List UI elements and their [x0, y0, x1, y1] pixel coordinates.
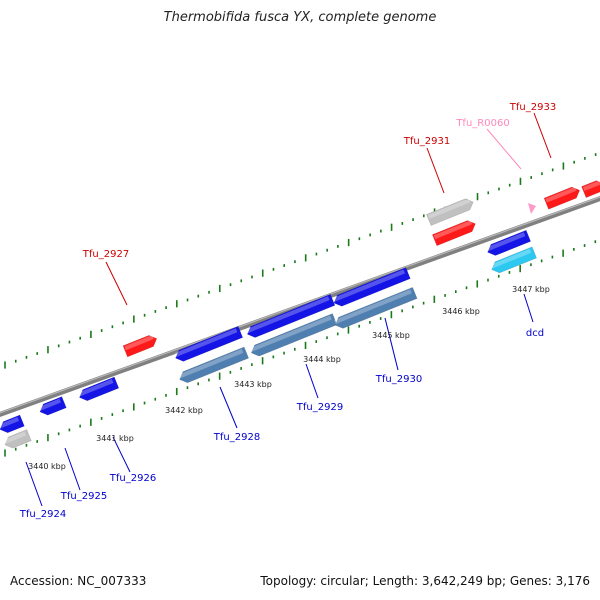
gene-label-dcd[interactable]: dcd [526, 328, 544, 339]
scale-label: 3445 kbp [372, 331, 410, 340]
gene-label-tfu-2930[interactable]: Tfu_2930 [375, 374, 422, 385]
cds-arrow-tfu-2925[interactable] [38, 396, 67, 418]
cds-arrow-tfu-2928a[interactable] [173, 325, 244, 363]
backbone-highlight [0, 196, 600, 414]
leader-tfu-2928 [219, 386, 238, 429]
leader-tfu-2926 [112, 436, 131, 473]
cds-arrow-tfu-2930b[interactable] [333, 286, 418, 330]
scale-label: 3446 kbp [442, 307, 480, 316]
scale-label: 3443 kbp [234, 380, 272, 389]
scale-label: 3444 kbp [303, 355, 341, 364]
leader-tfu-r0060 [486, 128, 522, 170]
cds-arrow-tfu-2930a[interactable] [332, 267, 411, 308]
leader-tfu-2929 [305, 363, 319, 399]
feature-arrow-grey[interactable] [426, 196, 475, 226]
cds-arrow-tfu-2927[interactable] [122, 333, 159, 358]
scale-label: 3441 kbp [96, 434, 134, 443]
gene-label-tfu-2926[interactable]: Tfu_2926 [109, 473, 156, 484]
leader-dcd [523, 293, 534, 323]
cds-arrow-dcd-a[interactable] [485, 229, 532, 258]
cds-arrow-tfu-2929a[interactable] [245, 293, 336, 340]
scale-label: 3442 kbp [165, 406, 203, 415]
map-title: Thermobifida fusca YX, complete genome [163, 10, 437, 25]
leader-tfu-2930 [384, 317, 399, 371]
gene-label-tfu-2933[interactable]: Tfu_2933 [509, 102, 556, 113]
gene-label-tfu-2928[interactable]: Tfu_2928 [213, 432, 260, 443]
cds-arrow-tfu-2933[interactable] [543, 185, 582, 210]
tick-tracks [4, 153, 597, 457]
feature-track [0, 178, 600, 451]
cds-arrow-dcd-b[interactable] [489, 246, 537, 275]
leader-tfu-2924 [25, 461, 43, 507]
genome-backbone [0, 195, 600, 418]
genome-summary-text: Topology: circular; Length: 3,642,249 bp… [260, 574, 590, 588]
leader-tfu-2925 [64, 447, 81, 491]
gene-label-tfu-2924[interactable]: Tfu_2924 [19, 509, 66, 520]
leader-tfu-2927 [105, 261, 128, 306]
cds-arrow-partial[interactable] [581, 178, 600, 199]
scale-label: 3447 kbp [512, 285, 550, 294]
cds-arrow-tfu-2931[interactable] [431, 218, 477, 247]
label-leaders [25, 112, 552, 507]
leader-tfu-2931 [426, 147, 445, 194]
rna-marker-tfu-r0060[interactable] [528, 203, 536, 214]
cds-arrow-tfu-2926[interactable] [77, 376, 120, 403]
gene-label-tfu-2925[interactable]: Tfu_2925 [60, 491, 107, 502]
cds-arrow-tfu-2924-a[interactable] [0, 414, 25, 435]
gene-label-tfu-r0060[interactable]: Tfu_R0060 [455, 118, 509, 129]
gene-label-tfu-2931[interactable]: Tfu_2931 [403, 136, 450, 147]
cds-arrow-tfu-2928b[interactable] [177, 346, 250, 385]
gene-label-tfu-2929[interactable]: Tfu_2929 [296, 402, 343, 413]
scale-label: 3440 kbp [28, 462, 66, 471]
gene-label-tfu-2927[interactable]: Tfu_2927 [82, 249, 129, 260]
feature-arrow-grey-left[interactable] [3, 429, 32, 451]
accession-text: Accession: NC_007333 [10, 574, 147, 588]
leader-tfu-2933 [533, 112, 552, 159]
